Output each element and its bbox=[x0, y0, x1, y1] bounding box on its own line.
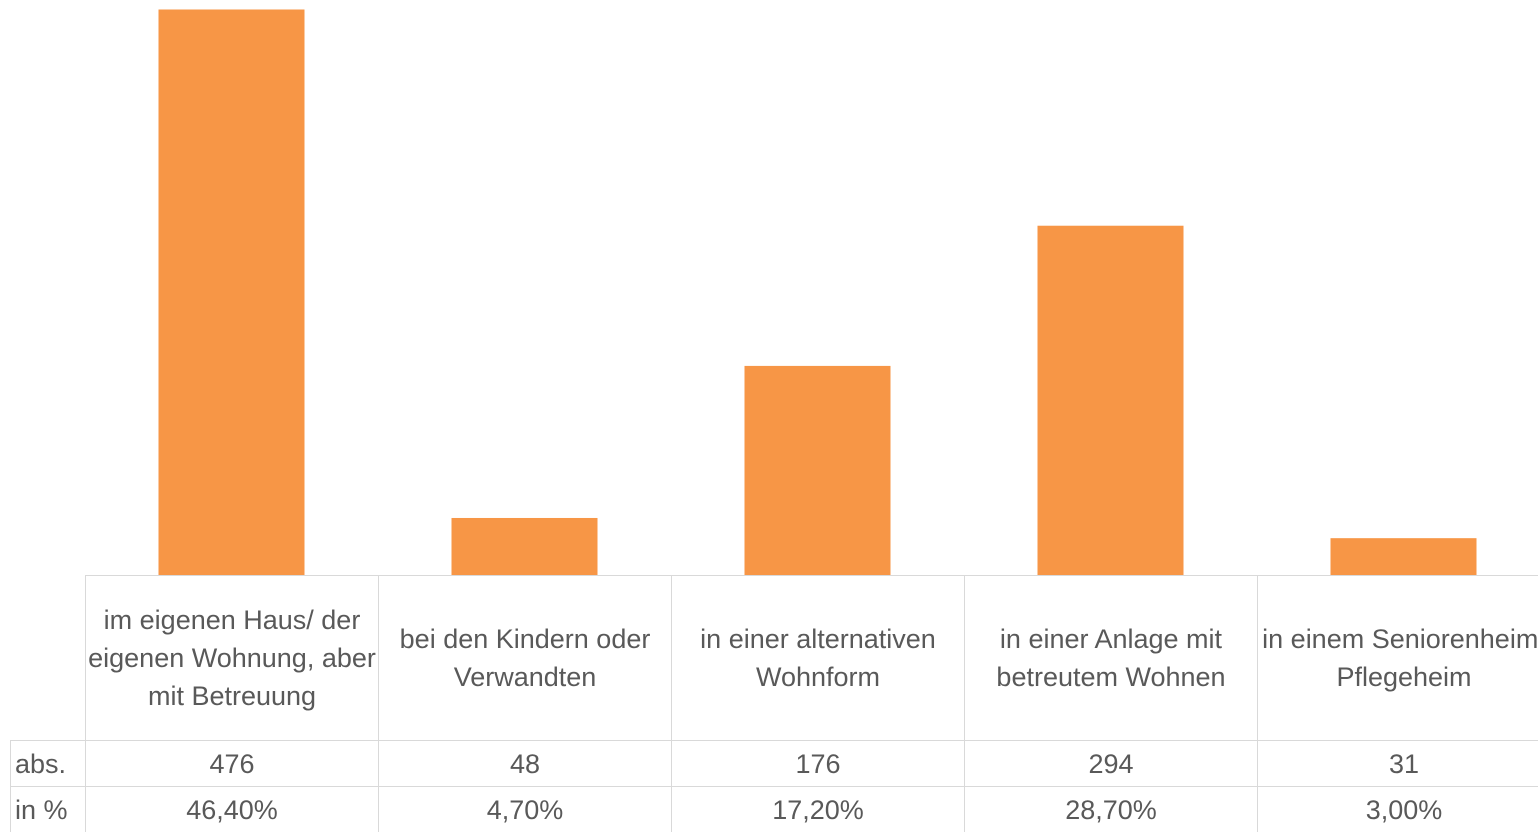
plot bbox=[158, 9, 1477, 575]
table-value: 3,00% bbox=[1257, 786, 1538, 832]
table-value: 4,70% bbox=[378, 786, 671, 832]
category-label: in einem Seniorenheim/ Pflegeheim bbox=[1257, 575, 1538, 740]
bar bbox=[1037, 225, 1184, 575]
table-value: 31 bbox=[1257, 740, 1538, 786]
bar bbox=[744, 365, 891, 575]
row-header: abs. bbox=[10, 740, 85, 786]
table-value: 48 bbox=[378, 740, 671, 786]
category-label: in einer Anlage mit betreutem Wohnen bbox=[964, 575, 1257, 740]
table-value: 176 bbox=[671, 740, 964, 786]
table-value: 17,20% bbox=[671, 786, 964, 832]
table-value: 46,40% bbox=[85, 786, 378, 832]
bar bbox=[1330, 538, 1477, 575]
row-header: in % bbox=[10, 786, 85, 832]
bar bbox=[158, 9, 305, 575]
table-value: 476 bbox=[85, 740, 378, 786]
category-label: im eigenen Haus/ der eigenen Wohnung, ab… bbox=[85, 575, 378, 740]
category-label: in einer alternativen Wohnform bbox=[671, 575, 964, 740]
table-value: 28,70% bbox=[964, 786, 1257, 832]
category-label: bei den Kindern oder Verwandten bbox=[378, 575, 671, 740]
table-value: 294 bbox=[964, 740, 1257, 786]
bar bbox=[451, 517, 598, 575]
